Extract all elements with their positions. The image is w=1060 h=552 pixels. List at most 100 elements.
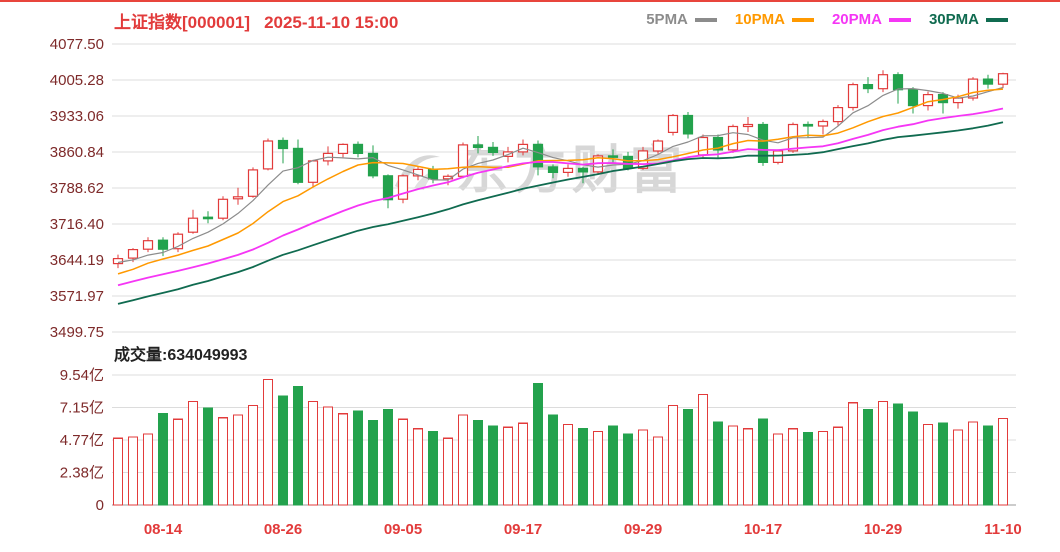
candle bbox=[292, 147, 304, 183]
ma-line-20pma bbox=[117, 107, 1004, 287]
candle bbox=[727, 125, 739, 151]
candle bbox=[202, 216, 214, 220]
volume-bar bbox=[652, 436, 664, 506]
volume-tick-label: 9.54亿 bbox=[60, 367, 104, 384]
candle bbox=[217, 198, 229, 219]
volume-bar bbox=[112, 437, 124, 506]
chart-title: 上证指数[000001] 2025-11-10 15:00 bbox=[114, 8, 398, 33]
ma-line-5pma bbox=[117, 86, 1004, 264]
candle bbox=[487, 146, 499, 153]
price-tick-label: 3860.84 bbox=[50, 144, 104, 161]
legend-item-20pma: 20PMA bbox=[832, 11, 911, 28]
volume-bar bbox=[517, 422, 529, 506]
volume-bar bbox=[457, 414, 469, 506]
candle bbox=[277, 139, 289, 150]
volume-bar bbox=[262, 379, 274, 506]
volume-bar bbox=[862, 409, 874, 506]
volume-bar bbox=[952, 429, 964, 506]
candle bbox=[697, 136, 709, 156]
candle bbox=[667, 114, 679, 133]
legend-swatch bbox=[694, 17, 717, 22]
volume-bar bbox=[622, 433, 634, 506]
ma-legend: 5PMA 10PMA 20PMA 30PMA bbox=[646, 11, 1008, 28]
date-tick-label: 11-10 bbox=[984, 521, 1022, 538]
volume-bar bbox=[442, 437, 454, 506]
candle bbox=[412, 168, 424, 177]
legend-label: 10PMA bbox=[734, 11, 785, 28]
volume-label-row: 成交量:634049993 bbox=[114, 341, 247, 365]
candle bbox=[742, 123, 754, 128]
volume-bar bbox=[787, 428, 799, 506]
price-tick-label: 4077.50 bbox=[50, 36, 104, 53]
candle bbox=[367, 152, 379, 177]
candle bbox=[247, 169, 259, 197]
volume-bar bbox=[247, 404, 259, 506]
volume-bar bbox=[172, 418, 184, 506]
legend-item-10pma: 10PMA bbox=[735, 11, 814, 28]
volume-bar bbox=[967, 421, 979, 506]
candle bbox=[922, 93, 934, 107]
volume-bar bbox=[352, 410, 364, 506]
volume-bar bbox=[412, 428, 424, 506]
volume-bar bbox=[997, 418, 1009, 506]
candle bbox=[772, 150, 784, 163]
candle bbox=[382, 175, 394, 201]
candle bbox=[757, 123, 769, 164]
candle bbox=[127, 249, 139, 259]
candle bbox=[307, 160, 319, 183]
volume-value: 634049993 bbox=[167, 347, 248, 364]
volume-bar bbox=[292, 385, 304, 506]
candle bbox=[172, 233, 184, 250]
candle bbox=[847, 83, 859, 109]
volume-bar bbox=[712, 421, 724, 506]
volume-bar bbox=[472, 419, 484, 506]
volume-bar bbox=[592, 430, 604, 506]
legend-item-30pma: 30PMA bbox=[929, 11, 1008, 28]
price-tick-label: 3716.40 bbox=[50, 216, 104, 233]
candle bbox=[442, 175, 454, 180]
candle bbox=[862, 83, 874, 90]
volume-bar bbox=[607, 425, 619, 506]
index-name-code: 上证指数[000001] bbox=[114, 13, 251, 32]
price-tick-label: 3644.19 bbox=[50, 252, 104, 269]
candle bbox=[802, 123, 814, 127]
volume-bar bbox=[142, 433, 154, 506]
date-tick-label: 09-05 bbox=[384, 521, 422, 538]
volume-bar bbox=[982, 425, 994, 506]
date-tick-label: 10-29 bbox=[864, 521, 902, 538]
volume-bar bbox=[802, 432, 814, 506]
volume-bar bbox=[127, 436, 139, 506]
volume-tick-label: 0 bbox=[96, 497, 104, 514]
volume-bar bbox=[757, 418, 769, 506]
volume-bar bbox=[547, 414, 559, 506]
candle bbox=[607, 155, 619, 158]
volume-bar bbox=[307, 400, 319, 506]
candle bbox=[832, 106, 844, 123]
quote-datetime: 2025-11-10 15:00 bbox=[264, 13, 399, 32]
legend-item-5pma: 5PMA bbox=[646, 11, 717, 28]
candle bbox=[817, 120, 829, 127]
candle bbox=[892, 74, 904, 91]
volume-bar bbox=[847, 402, 859, 506]
volume-label: 成交量: bbox=[114, 347, 168, 364]
volume-bar bbox=[577, 428, 589, 506]
candle bbox=[157, 239, 169, 250]
volume-bar bbox=[397, 418, 409, 506]
legend-label: 20PMA bbox=[831, 11, 882, 28]
price-tick-label: 3499.75 bbox=[50, 324, 104, 341]
volume-bar bbox=[427, 430, 439, 506]
candle bbox=[337, 143, 349, 154]
legend-swatch bbox=[986, 17, 1008, 22]
volume-bar bbox=[832, 426, 844, 506]
candle bbox=[232, 196, 244, 200]
volume-bar bbox=[502, 426, 514, 506]
candle bbox=[532, 143, 544, 168]
top-accent-line bbox=[0, 0, 1060, 2]
volume-tick-label: 4.77亿 bbox=[60, 432, 104, 449]
price-tick-label: 4005.28 bbox=[50, 72, 104, 89]
volume-bar bbox=[637, 429, 649, 506]
candle bbox=[637, 150, 649, 169]
candle bbox=[262, 140, 274, 170]
